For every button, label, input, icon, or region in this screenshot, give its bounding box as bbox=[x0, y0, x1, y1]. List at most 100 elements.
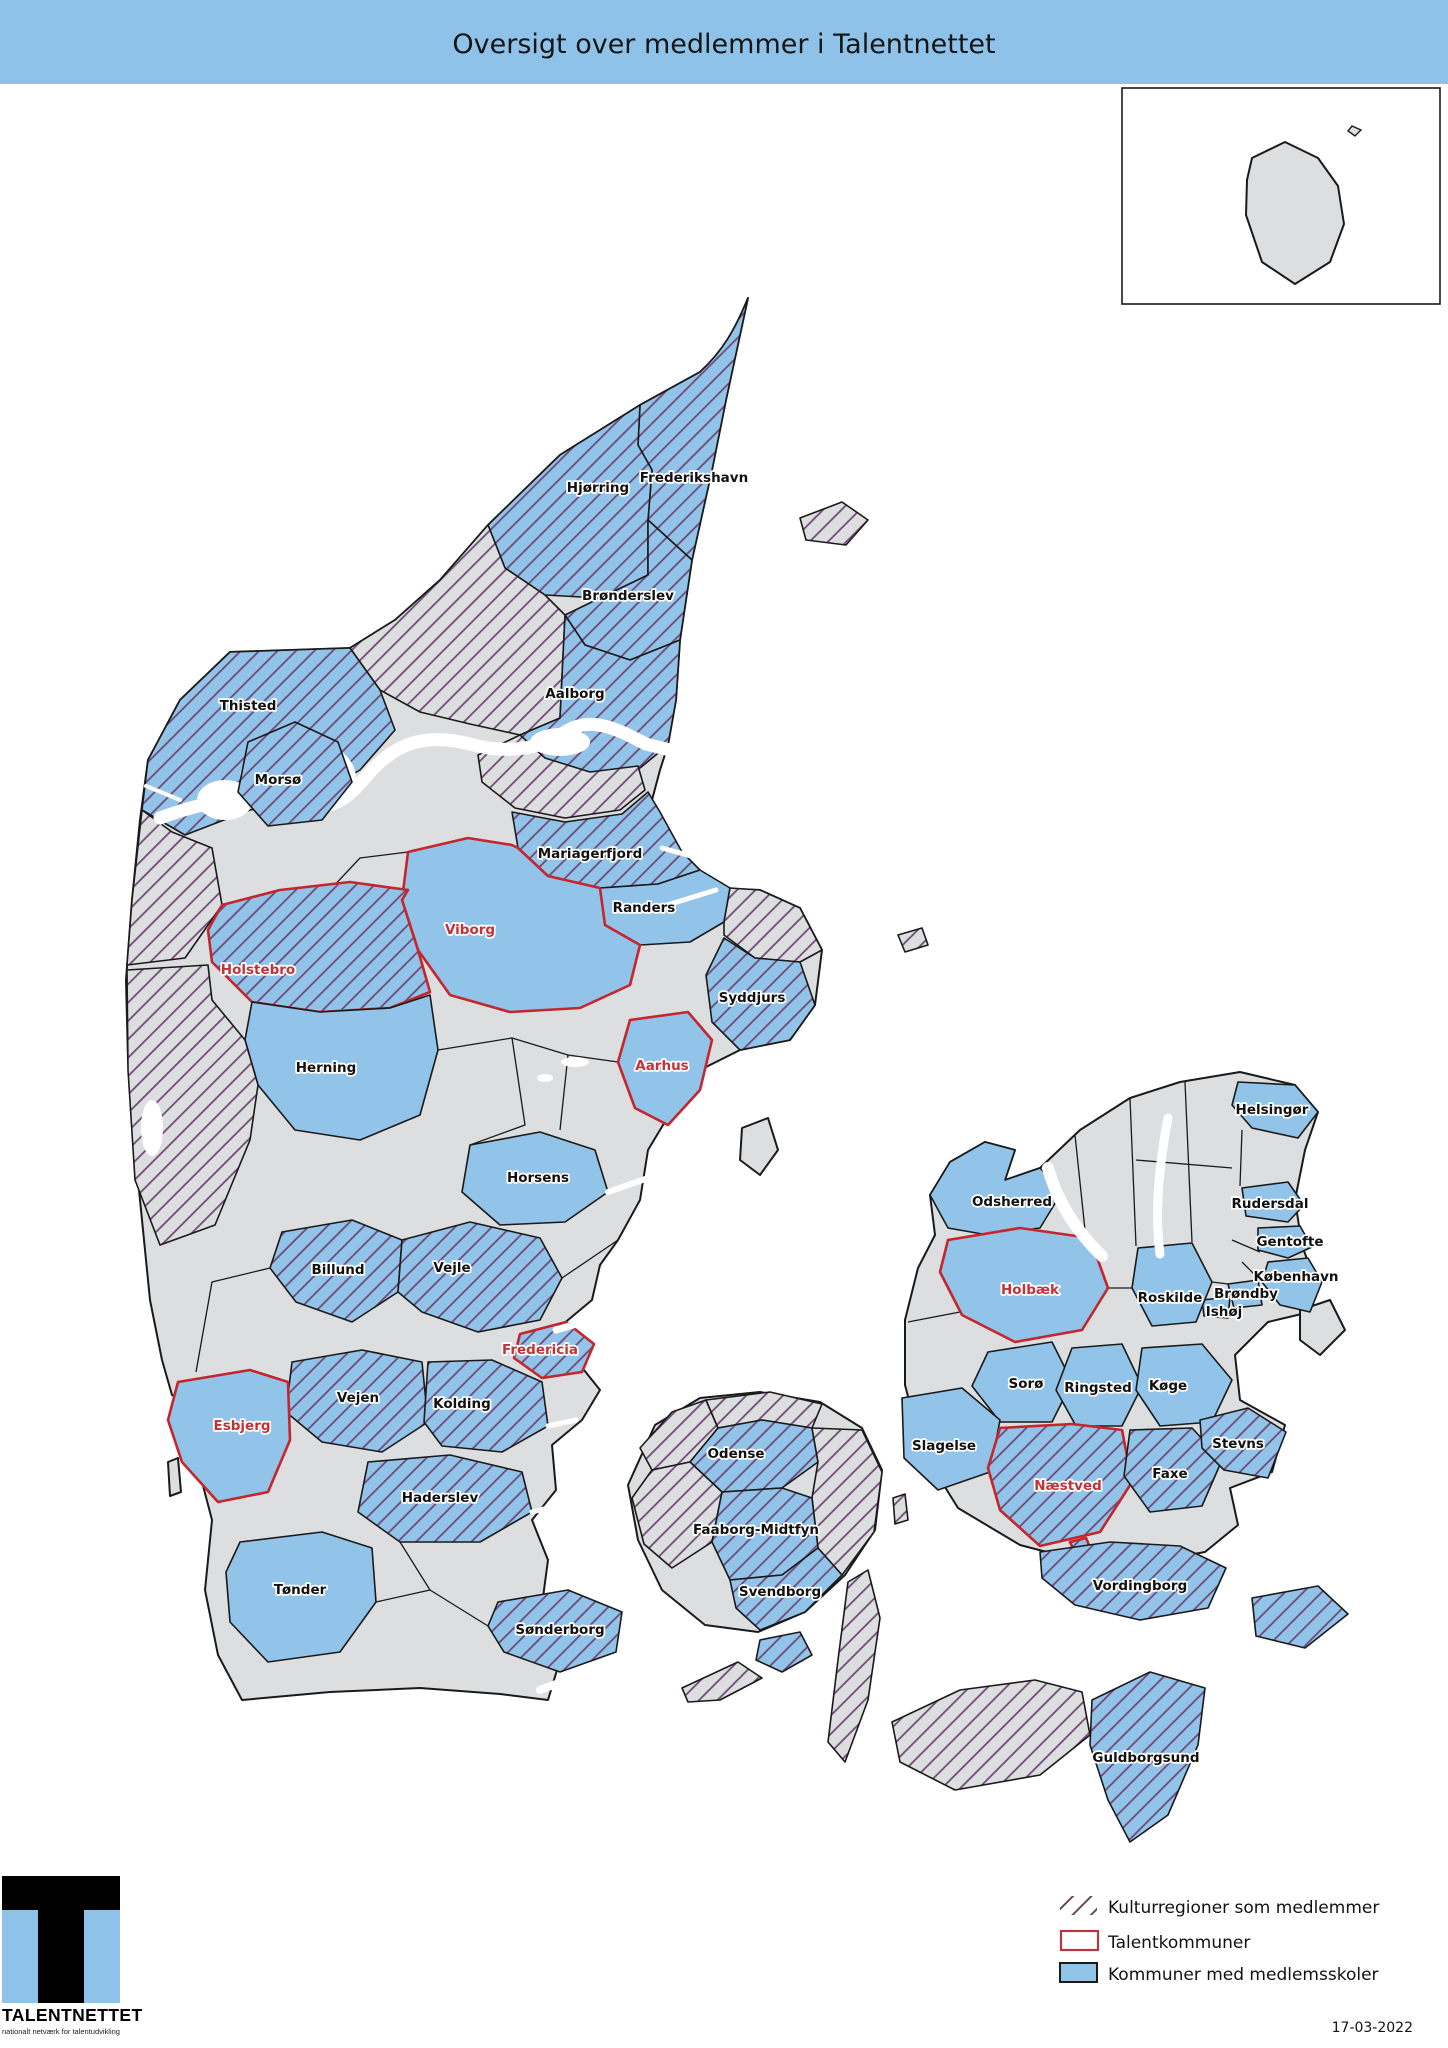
region-omoe bbox=[892, 1493, 909, 1525]
region-ringkoebing bbox=[126, 964, 259, 1246]
label-hjoerring: Hjørring bbox=[567, 480, 629, 496]
legend: Kulturregioner som medlemmer Talentkommu… bbox=[1059, 1896, 1413, 2036]
label-ishoej: Ishøj bbox=[1206, 1304, 1243, 1320]
label-toender: Tønder bbox=[274, 1582, 327, 1598]
region-haderslev bbox=[357, 1454, 533, 1543]
label-broendby: Brøndby bbox=[1214, 1286, 1278, 1302]
label-vejle: Vejle bbox=[433, 1260, 470, 1276]
region-guldborgsund bbox=[1089, 1671, 1206, 1843]
region-helsingoer bbox=[1231, 1081, 1319, 1139]
label-frederikshavn: Frederikshavn bbox=[640, 470, 748, 486]
municipal-border-lines bbox=[195, 851, 1279, 1627]
logo-t-stem bbox=[38, 1910, 84, 2003]
label-stevns: Stevns bbox=[1212, 1436, 1264, 1452]
label-soroe: Sorø bbox=[1009, 1376, 1044, 1392]
region-viborg bbox=[400, 836, 642, 1014]
island-fanoe bbox=[167, 1457, 182, 1497]
label-roskilde: Roskilde bbox=[1138, 1290, 1203, 1306]
label-syddjurs: Syddjurs bbox=[719, 990, 786, 1006]
region-stevns bbox=[1199, 1407, 1287, 1479]
logo-blue-right bbox=[84, 1910, 120, 2003]
region-ishoej bbox=[1201, 1296, 1231, 1319]
legend-swatch-medlemsskoler bbox=[1059, 1962, 1098, 1983]
label-slagelse: Slagelse bbox=[912, 1438, 976, 1454]
label-esbjerg: Esbjerg bbox=[213, 1418, 270, 1434]
label-mariagerfjord: Mariagerfjord bbox=[538, 846, 643, 862]
region-langeland bbox=[827, 1569, 881, 1763]
label-koege: Køge bbox=[1149, 1378, 1187, 1394]
label-herning: Herning bbox=[296, 1060, 357, 1076]
label-holstebro: Holstebro bbox=[221, 962, 295, 978]
label-koebenhavn: København bbox=[1253, 1269, 1338, 1285]
legend-swatch-hatch bbox=[1060, 1896, 1097, 1915]
region-billund bbox=[269, 1219, 403, 1323]
region-lemvig bbox=[126, 809, 223, 966]
region-esbjerg bbox=[166, 1368, 292, 1504]
label-gentofte: Gentofte bbox=[1256, 1234, 1323, 1250]
region-hjoerring bbox=[487, 404, 653, 599]
label-viborg: Viborg bbox=[445, 922, 495, 938]
label-broenderslev: Brønderslev bbox=[582, 588, 674, 604]
label-randers: Randers bbox=[613, 900, 676, 916]
label-kolding: Kolding bbox=[433, 1396, 491, 1412]
legend-label-kulturregioner: Kulturregioner som medlemmer bbox=[1108, 1898, 1379, 1918]
region-morsoe bbox=[237, 721, 353, 827]
label-guldborgsund: Guldborgsund bbox=[1092, 1750, 1199, 1766]
region-vejen bbox=[285, 1349, 429, 1453]
label-ringsted: Ringsted bbox=[1064, 1380, 1132, 1396]
region-kolding bbox=[423, 1359, 549, 1453]
region-aarhus bbox=[616, 1010, 714, 1127]
region-koebenhavn bbox=[1261, 1257, 1323, 1313]
title-bar bbox=[0, 0, 1448, 84]
label-aalborg: Aalborg bbox=[545, 686, 604, 702]
island-ertholmene bbox=[1346, 125, 1363, 137]
label-billund: Billund bbox=[311, 1262, 364, 1278]
label-holbaek: Holbæk bbox=[1001, 1282, 1060, 1298]
logo-blue-left bbox=[2, 1910, 38, 2003]
island-amager bbox=[1299, 1299, 1346, 1356]
label-aarhus: Aarhus bbox=[635, 1058, 688, 1074]
label-morsoe: Morsø bbox=[255, 772, 302, 788]
region-moen bbox=[1251, 1585, 1349, 1649]
label-horsens: Horsens bbox=[507, 1170, 569, 1186]
region-soroe bbox=[971, 1341, 1073, 1423]
region-vesthimmerland bbox=[477, 734, 646, 819]
label-haderslev: Haderslev bbox=[402, 1490, 479, 1506]
region-gentofte bbox=[1257, 1225, 1313, 1259]
region-assens bbox=[631, 1461, 723, 1569]
region-taasinge bbox=[755, 1631, 813, 1673]
region-soenderborg bbox=[487, 1589, 623, 1673]
region-toender bbox=[225, 1531, 377, 1663]
label-faxe: Faxe bbox=[1152, 1466, 1187, 1482]
label-svendborg: Svendborg bbox=[739, 1584, 821, 1600]
logo: TALENTNETTET nationalt netværk for talen… bbox=[2, 1876, 142, 2036]
legend-label-medlemsskoler: Kommuner med medlemsskoler bbox=[1108, 1965, 1379, 1985]
legend-swatch-talentkommuner bbox=[1059, 1929, 1100, 1952]
legend-label-talentkommuner: Talentkommuner bbox=[1107, 1933, 1250, 1953]
region-broendby bbox=[1227, 1279, 1263, 1309]
region-roskilde bbox=[1131, 1242, 1213, 1327]
logo-t-bar bbox=[2, 1876, 120, 1910]
region-laesoe bbox=[799, 501, 869, 546]
island-samsoe bbox=[739, 1117, 779, 1176]
label-helsingoer: Helsingør bbox=[1236, 1102, 1309, 1118]
region-holstebro bbox=[206, 880, 432, 1014]
label-rudersdal: Rudersdal bbox=[1232, 1196, 1309, 1212]
label-vejen: Vejen bbox=[337, 1390, 379, 1406]
region-ringsted bbox=[1055, 1343, 1143, 1427]
region-holbaek bbox=[938, 1226, 1110, 1344]
label-fredericia: Fredericia bbox=[502, 1342, 578, 1358]
label-faaborg: Faaborg-Midtfyn bbox=[693, 1522, 819, 1538]
region-anholt bbox=[897, 927, 929, 953]
region-vejle bbox=[397, 1221, 563, 1333]
logo-tagline: nationalt netværk for talentudvikling bbox=[2, 2027, 120, 2036]
bornholm-inset bbox=[1121, 87, 1441, 305]
label-odense: Odense bbox=[707, 1446, 764, 1462]
region-frederikshavn bbox=[637, 297, 749, 561]
region-rudersdal bbox=[1241, 1181, 1305, 1223]
region-lolland bbox=[891, 1679, 1091, 1791]
region-horsens bbox=[461, 1131, 609, 1226]
label-odsherred: Odsherred bbox=[972, 1194, 1052, 1210]
region-fredericia bbox=[512, 1320, 596, 1380]
